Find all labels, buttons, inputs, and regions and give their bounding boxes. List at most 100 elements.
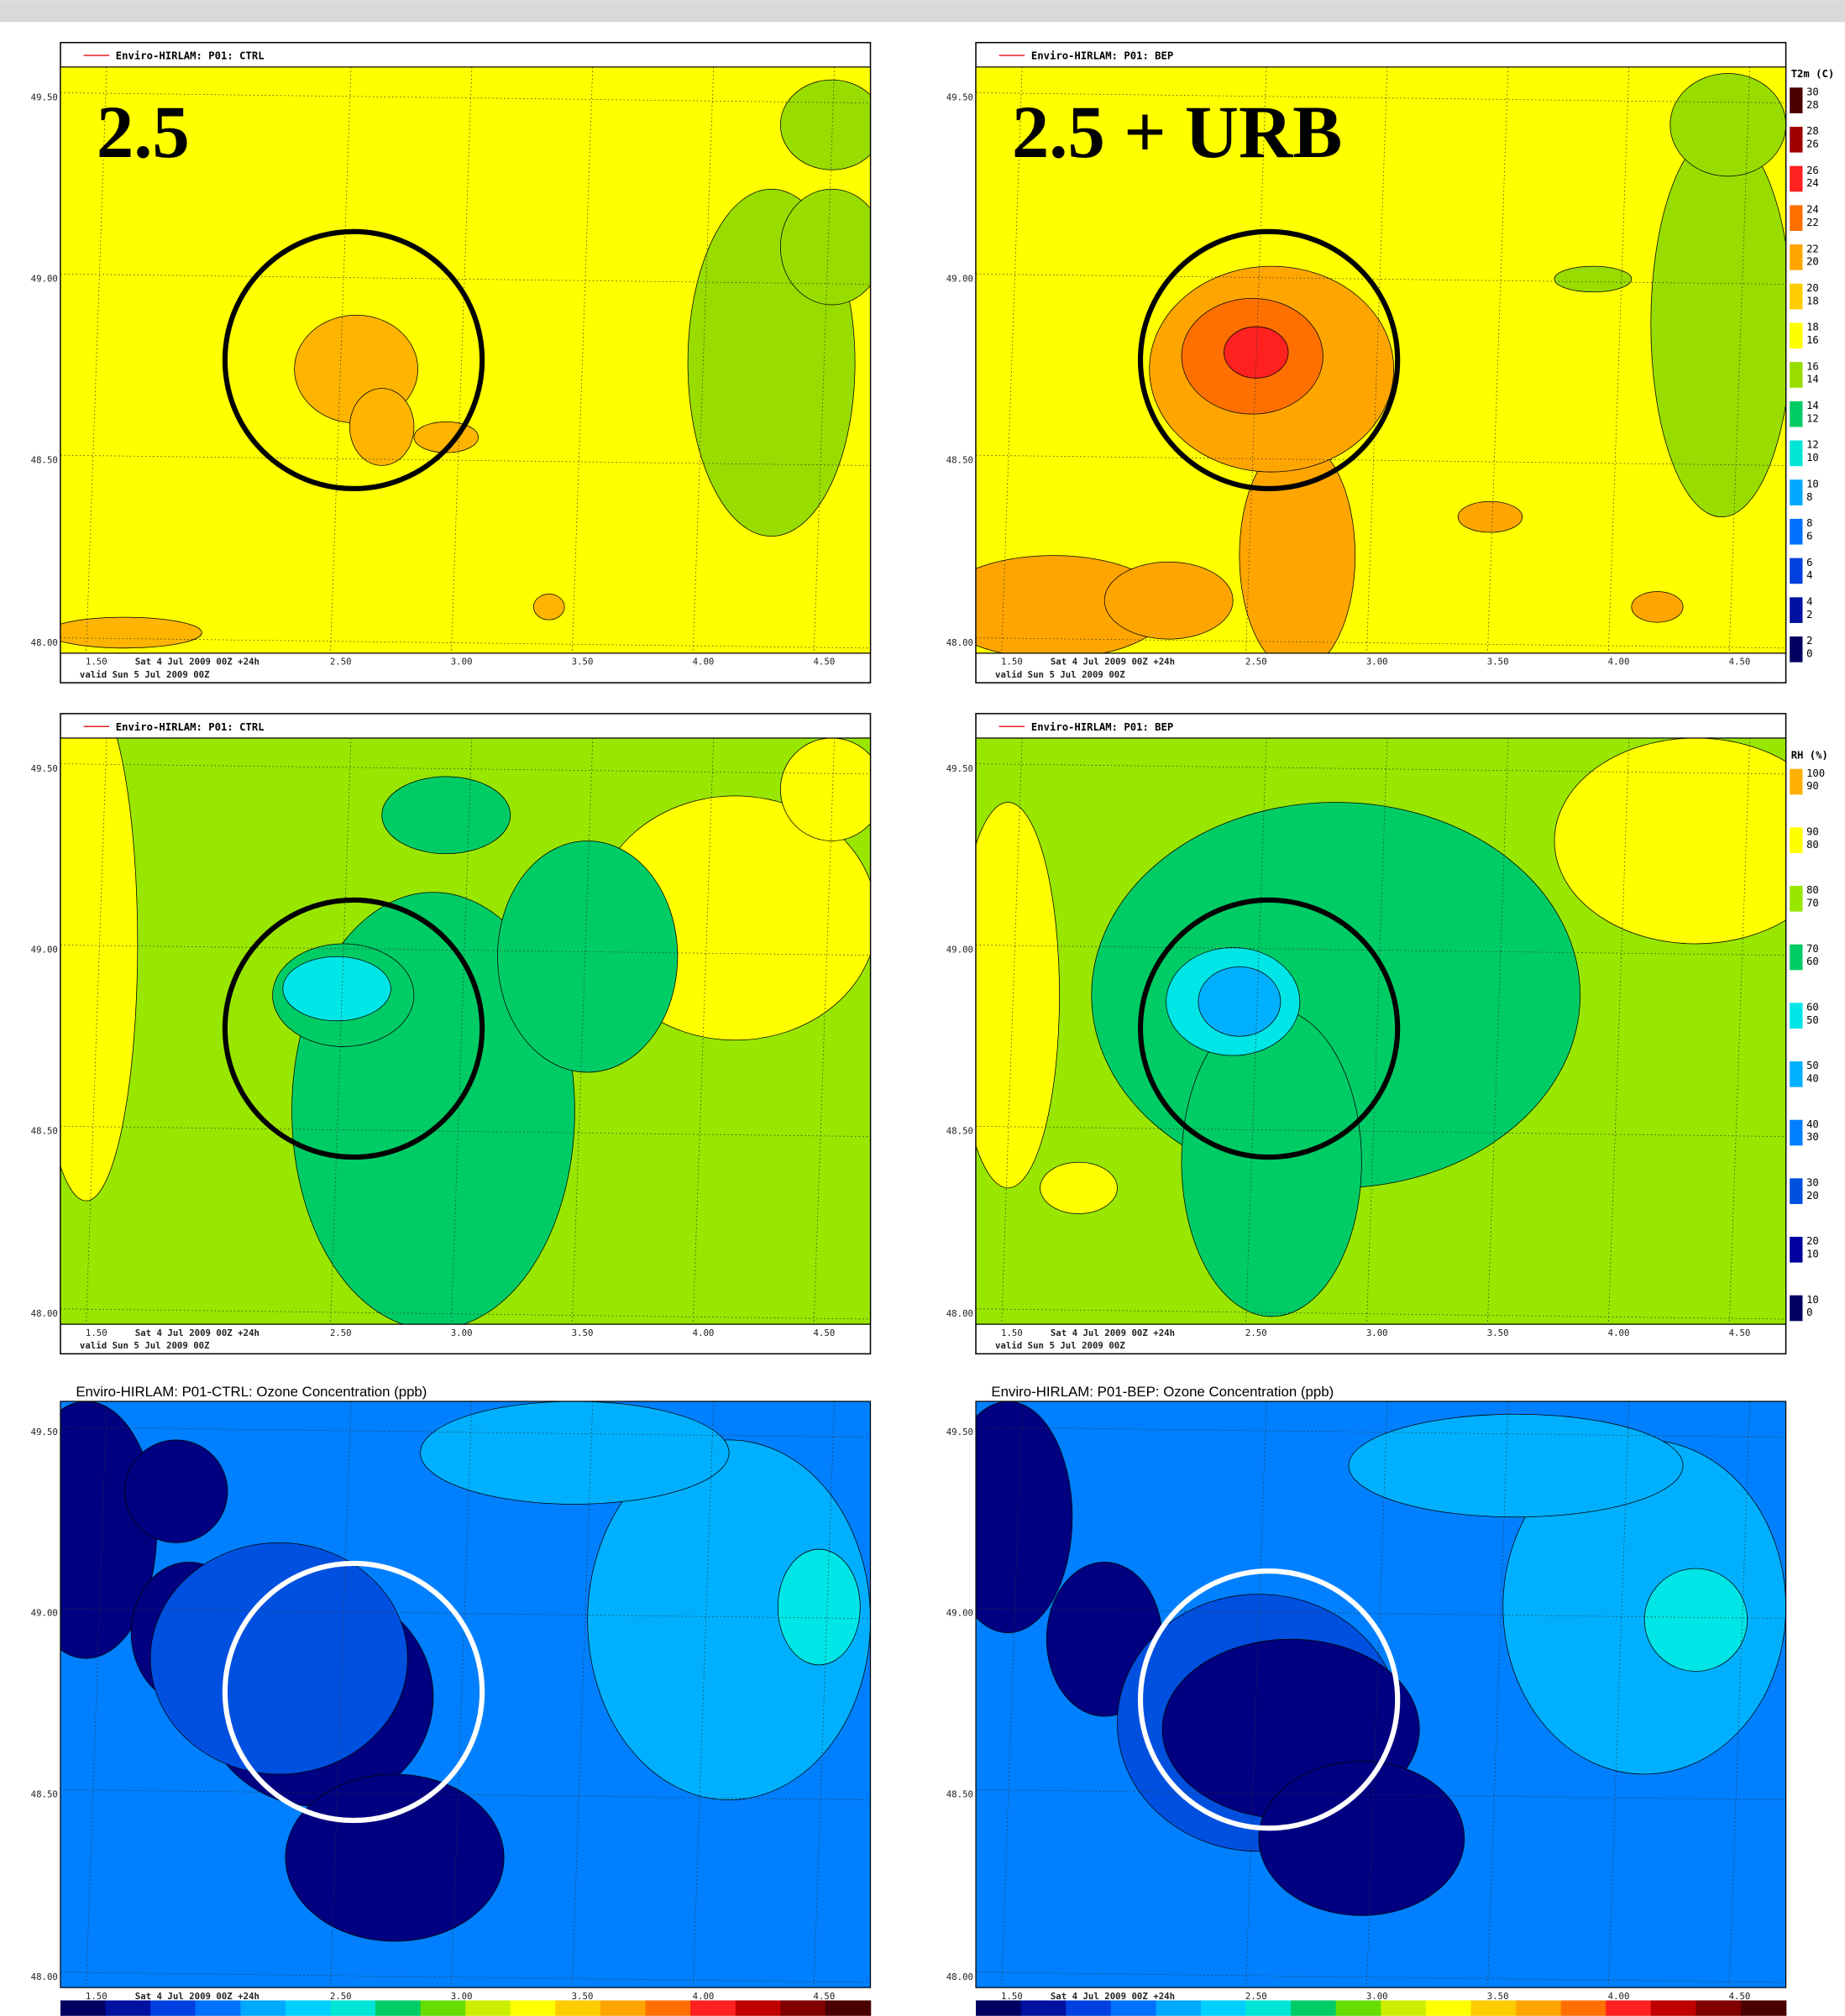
page: { "panels": [ {"title": "Enviro-HIRLAM: … [0, 0, 1845, 2016]
legend-swatch [1790, 284, 1802, 310]
colorbar-segment [976, 2000, 1021, 2015]
contour-region [48, 617, 202, 648]
lat-tick-label: 48.50 [31, 454, 58, 465]
lat-tick-label: 48.00 [31, 1308, 58, 1319]
legend-high: 8 [1806, 517, 1812, 529]
legend-swatch [1790, 558, 1802, 584]
panel-title: Enviro-HIRLAM: P01-BEP: Ozone Concentrat… [991, 1384, 1334, 1400]
run-time: Sat 4 Jul 2009 00Z +24h [1051, 1327, 1175, 1338]
colorbar-segment [555, 2000, 600, 2015]
lat-tick-label: 49.50 [31, 763, 58, 774]
lon-tick-label: 4.50 [813, 1991, 835, 2002]
legend-swatch [1790, 401, 1802, 427]
legend-low: 22 [1806, 217, 1819, 228]
colorbar-segment [1066, 2000, 1111, 2015]
contour-region [1670, 73, 1786, 175]
legend-high: 20 [1806, 1235, 1819, 1247]
legend-low: 20 [1806, 256, 1819, 268]
lon-tick-label: 4.50 [1729, 657, 1751, 668]
legend-swatch [1790, 1120, 1802, 1146]
contour-region [286, 1774, 504, 1941]
colorbar-segment [1156, 2000, 1201, 2015]
legend-high: 50 [1806, 1060, 1819, 1071]
lat-tick-label: 49.00 [946, 945, 973, 956]
legend-swatch [1790, 127, 1802, 153]
lat-tick-label: 48.00 [946, 637, 973, 648]
colorbar-segment [1246, 2000, 1292, 2015]
legend-high: 10 [1806, 478, 1819, 490]
legend-swatch [1790, 362, 1802, 388]
legend-high: 14 [1806, 400, 1819, 411]
map [34, 687, 883, 1330]
colorbar-segment [600, 2000, 646, 2015]
legend-low: 50 [1806, 1014, 1819, 1026]
colorbar-segment [1201, 2000, 1246, 2015]
legend-low: 30 [1806, 1131, 1819, 1143]
colorbar-segment [736, 2000, 781, 2015]
colorbar-segment [646, 2000, 691, 2015]
legend-title: RH (%) [1791, 749, 1828, 761]
contour-region [780, 738, 883, 840]
colorbar-segment [1426, 2000, 1471, 2015]
legend-low: 90 [1806, 780, 1819, 792]
contour-region [1632, 591, 1683, 622]
contour-region [349, 389, 414, 466]
contour-region [1259, 1762, 1465, 1916]
legend-high: 10 [1806, 1294, 1819, 1306]
contour-region [1104, 562, 1233, 639]
colorbar-segment [1291, 2000, 1336, 2015]
lat-tick-label: 49.50 [946, 763, 973, 774]
legend-title: T2m (C) [1791, 68, 1835, 80]
contour-region [1182, 1008, 1361, 1317]
colorbar-segment [690, 2000, 736, 2015]
run-time: Sat 4 Jul 2009 00Z +24h [1051, 1991, 1175, 2002]
panel-title: Enviro-HIRLAM: P01: BEP [1031, 50, 1173, 62]
contour-region [1198, 967, 1281, 1037]
contour-region [1040, 1162, 1118, 1213]
legend-high: 16 [1806, 360, 1819, 372]
legend-swatch [1790, 945, 1802, 971]
lat-tick-label: 49.00 [946, 1608, 973, 1619]
legend-low: 16 [1806, 334, 1819, 346]
legend-high: 100 [1806, 767, 1825, 779]
legend-swatch [1790, 1061, 1802, 1087]
run-label: 2.5 + URB [1012, 92, 1342, 174]
contour-region [1554, 266, 1632, 292]
contour-region [1240, 440, 1355, 672]
lon-tick-label: 1.50 [1001, 1327, 1023, 1338]
legend-swatch [1790, 1178, 1802, 1204]
map [944, 1401, 1786, 1987]
colorbar-segment [511, 2000, 556, 2015]
legend-high: 6 [1806, 557, 1812, 568]
contour-region [1651, 131, 1792, 516]
colorbar-segment [375, 2000, 421, 2015]
lat-tick-label: 49.50 [946, 1427, 973, 1437]
lon-tick-label: 4.00 [1608, 1327, 1630, 1338]
contour-region [382, 777, 511, 854]
lat-tick-label: 48.00 [31, 637, 58, 648]
colorbar-segment [286, 2000, 331, 2015]
run-label: 2.5 [97, 92, 190, 174]
valid-time: valid Sun 5 Jul 2009 00Z [80, 1340, 210, 1351]
legend-high: 24 [1806, 204, 1819, 216]
contour-region [150, 1542, 407, 1774]
legend-swatch [1790, 87, 1802, 113]
lon-tick-label: 3.50 [1487, 1991, 1509, 2002]
run-time: Sat 4 Jul 2009 00Z +24h [135, 1991, 259, 2002]
legend-low: 4 [1806, 569, 1812, 581]
lat-tick-label: 48.00 [946, 1971, 973, 1982]
colorbar-segment [196, 2000, 241, 2015]
map [15, 1401, 870, 1987]
lon-tick-label: 4.00 [693, 1327, 715, 1338]
legend-low: 28 [1806, 99, 1819, 111]
lon-tick-label: 3.00 [1366, 657, 1388, 668]
lat-tick-label: 49.00 [31, 945, 58, 956]
legend-swatch [1790, 1003, 1802, 1029]
legend-high: 22 [1806, 243, 1819, 254]
legend-high: 30 [1806, 86, 1819, 97]
legend-high: 60 [1806, 1002, 1819, 1013]
lon-tick-label: 4.50 [1729, 1991, 1751, 2002]
lat-tick-label: 49.50 [946, 92, 973, 103]
lon-tick-label: 1.50 [1001, 1991, 1023, 2002]
map [957, 738, 1837, 1324]
